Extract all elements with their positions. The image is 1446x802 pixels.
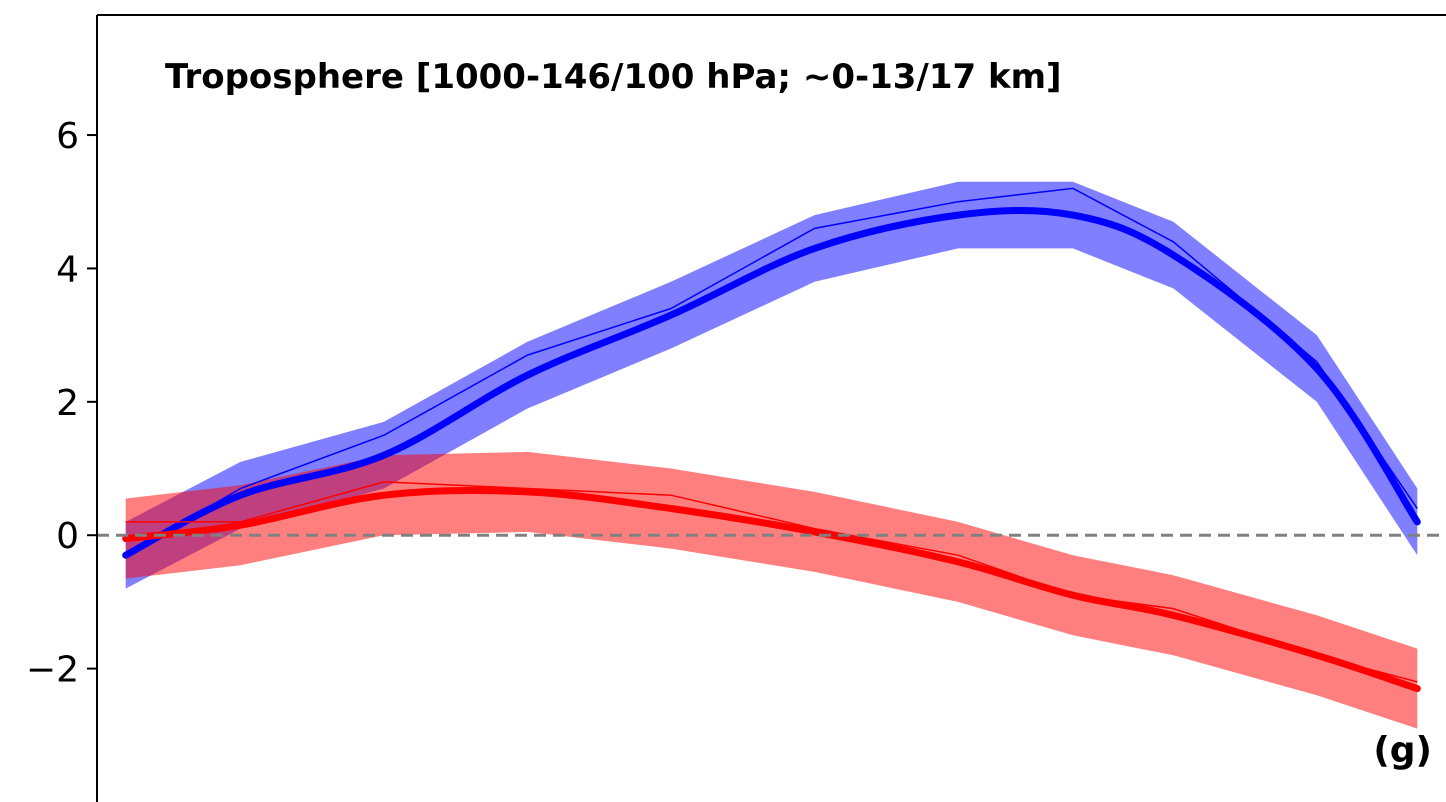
y-axis-ticks: −2 0 2 4 6	[26, 116, 97, 691]
series-lines	[122, 187, 1421, 693]
noisy-line-0	[125, 187, 1418, 556]
panel-label: (g)	[1373, 730, 1432, 771]
smooth-line-0	[122, 206, 1421, 559]
chart-title: Troposphere [1000-146/100 hPa; ~0-13/17 …	[165, 57, 1062, 97]
y-tick-label: 0	[56, 516, 79, 557]
y-tick-label: −2	[26, 650, 79, 691]
y-tick-label: 6	[56, 116, 79, 157]
y-tick-label: 4	[56, 249, 79, 290]
smooth-line-1	[122, 486, 1421, 693]
axes	[96, 14, 1446, 802]
y-tick-label: 2	[56, 383, 79, 424]
uncertainty-band-1	[125, 451, 1418, 729]
